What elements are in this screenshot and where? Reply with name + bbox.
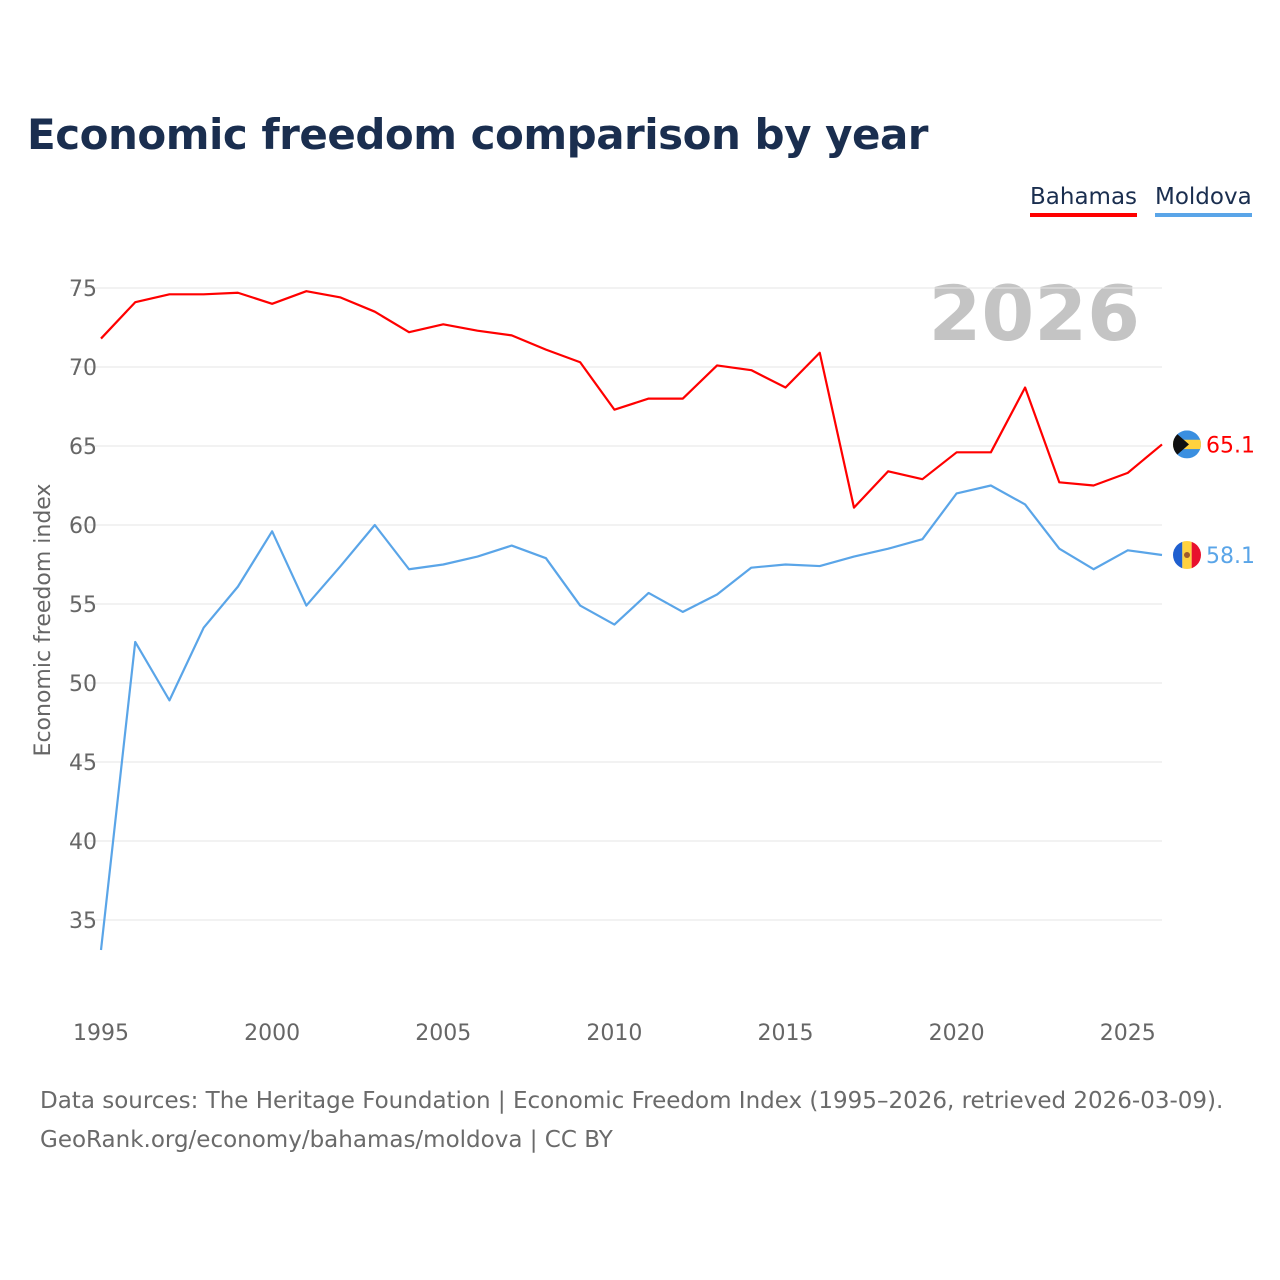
x-tick-label: 2020 <box>929 1021 985 1046</box>
y-tick-label: 65 <box>69 435 97 460</box>
y-tick-label: 70 <box>69 356 97 381</box>
x-tick-label: 2000 <box>244 1021 300 1046</box>
legend-item-bahamas[interactable]: Bahamas <box>1030 184 1138 217</box>
y-tick-label: 35 <box>69 909 97 934</box>
x-tick-label: 2025 <box>1100 1021 1156 1046</box>
end-value-label-moldova: 58.1 <box>1206 544 1255 569</box>
chart-title: Economic freedom comparison by year <box>27 110 929 159</box>
moldova-flag-icon <box>1173 541 1201 570</box>
y-tick-label: 50 <box>69 672 97 697</box>
series-line-moldova <box>99 484 1163 951</box>
x-tick-label: 2005 <box>415 1021 471 1046</box>
x-tick-label: 2015 <box>758 1021 814 1046</box>
y-tick-label: 75 <box>69 277 97 302</box>
end-value-label-bahamas: 65.1 <box>1206 433 1255 458</box>
y-tick-label: 55 <box>69 593 97 618</box>
y-axis-label: Economic freedom index <box>31 484 56 757</box>
y-tick-label: 40 <box>69 830 97 855</box>
source-note: Data sources: The Heritage Foundation | … <box>40 1088 1224 1114</box>
x-tick-label: 1995 <box>73 1021 129 1046</box>
x-tick-label: 2010 <box>586 1021 642 1046</box>
y-tick-label: 60 <box>69 514 97 539</box>
legend-item-moldova[interactable]: Moldova <box>1155 184 1252 217</box>
year-watermark: 2026 <box>928 269 1140 358</box>
series-line-bahamas <box>100 290 1163 509</box>
source-url: GeoRank.org/economy/bahamas/moldova | CC… <box>40 1127 613 1153</box>
y-tick-label: 45 <box>69 751 97 776</box>
bahamas-flag-icon <box>1173 430 1201 459</box>
